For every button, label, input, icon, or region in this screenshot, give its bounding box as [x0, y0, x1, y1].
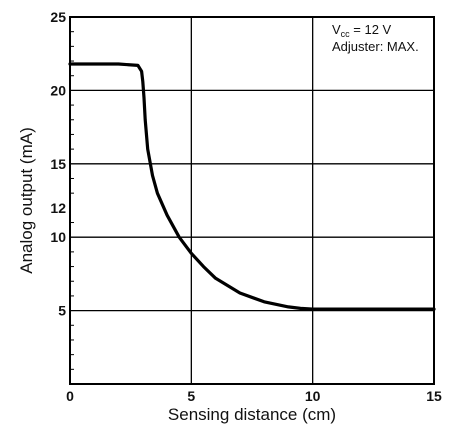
y-axis-title: Analog output (mA): [17, 127, 36, 273]
x-axis-title: Sensing distance (cm): [168, 405, 336, 424]
curve-layer: [68, 62, 436, 311]
y-tick-label-5: 5: [58, 303, 66, 319]
condition-annotation-vcc: Vcc = 12 V: [332, 22, 392, 39]
plot-frame: [69, 16, 435, 385]
x-tick-label-5: 5: [187, 388, 195, 404]
x-tick-label-15: 15: [426, 388, 442, 404]
series-line-0: [68, 62, 436, 311]
x-tick-label-0: 0: [66, 388, 74, 404]
y-tick-label-10: 10: [50, 229, 66, 245]
annotation-vcc-subscript: cc: [341, 29, 351, 39]
y-tick-label-12: 12: [50, 200, 66, 216]
y-tick-label-15: 15: [50, 156, 66, 172]
annotation-vcc-value: = 12 V: [350, 22, 392, 37]
y-tick-label-25: 25: [50, 9, 66, 25]
grid-layer: [70, 17, 434, 384]
x-tick-label-10: 10: [305, 388, 321, 404]
condition-annotation-adjuster: Adjuster: MAX.: [332, 39, 419, 54]
annotation-vcc-prefix: V: [332, 22, 341, 37]
y-tick-label-20: 20: [50, 82, 66, 98]
tick-label-layer: 0 5 10 15 5 10 12 15 20 25: [50, 9, 442, 404]
